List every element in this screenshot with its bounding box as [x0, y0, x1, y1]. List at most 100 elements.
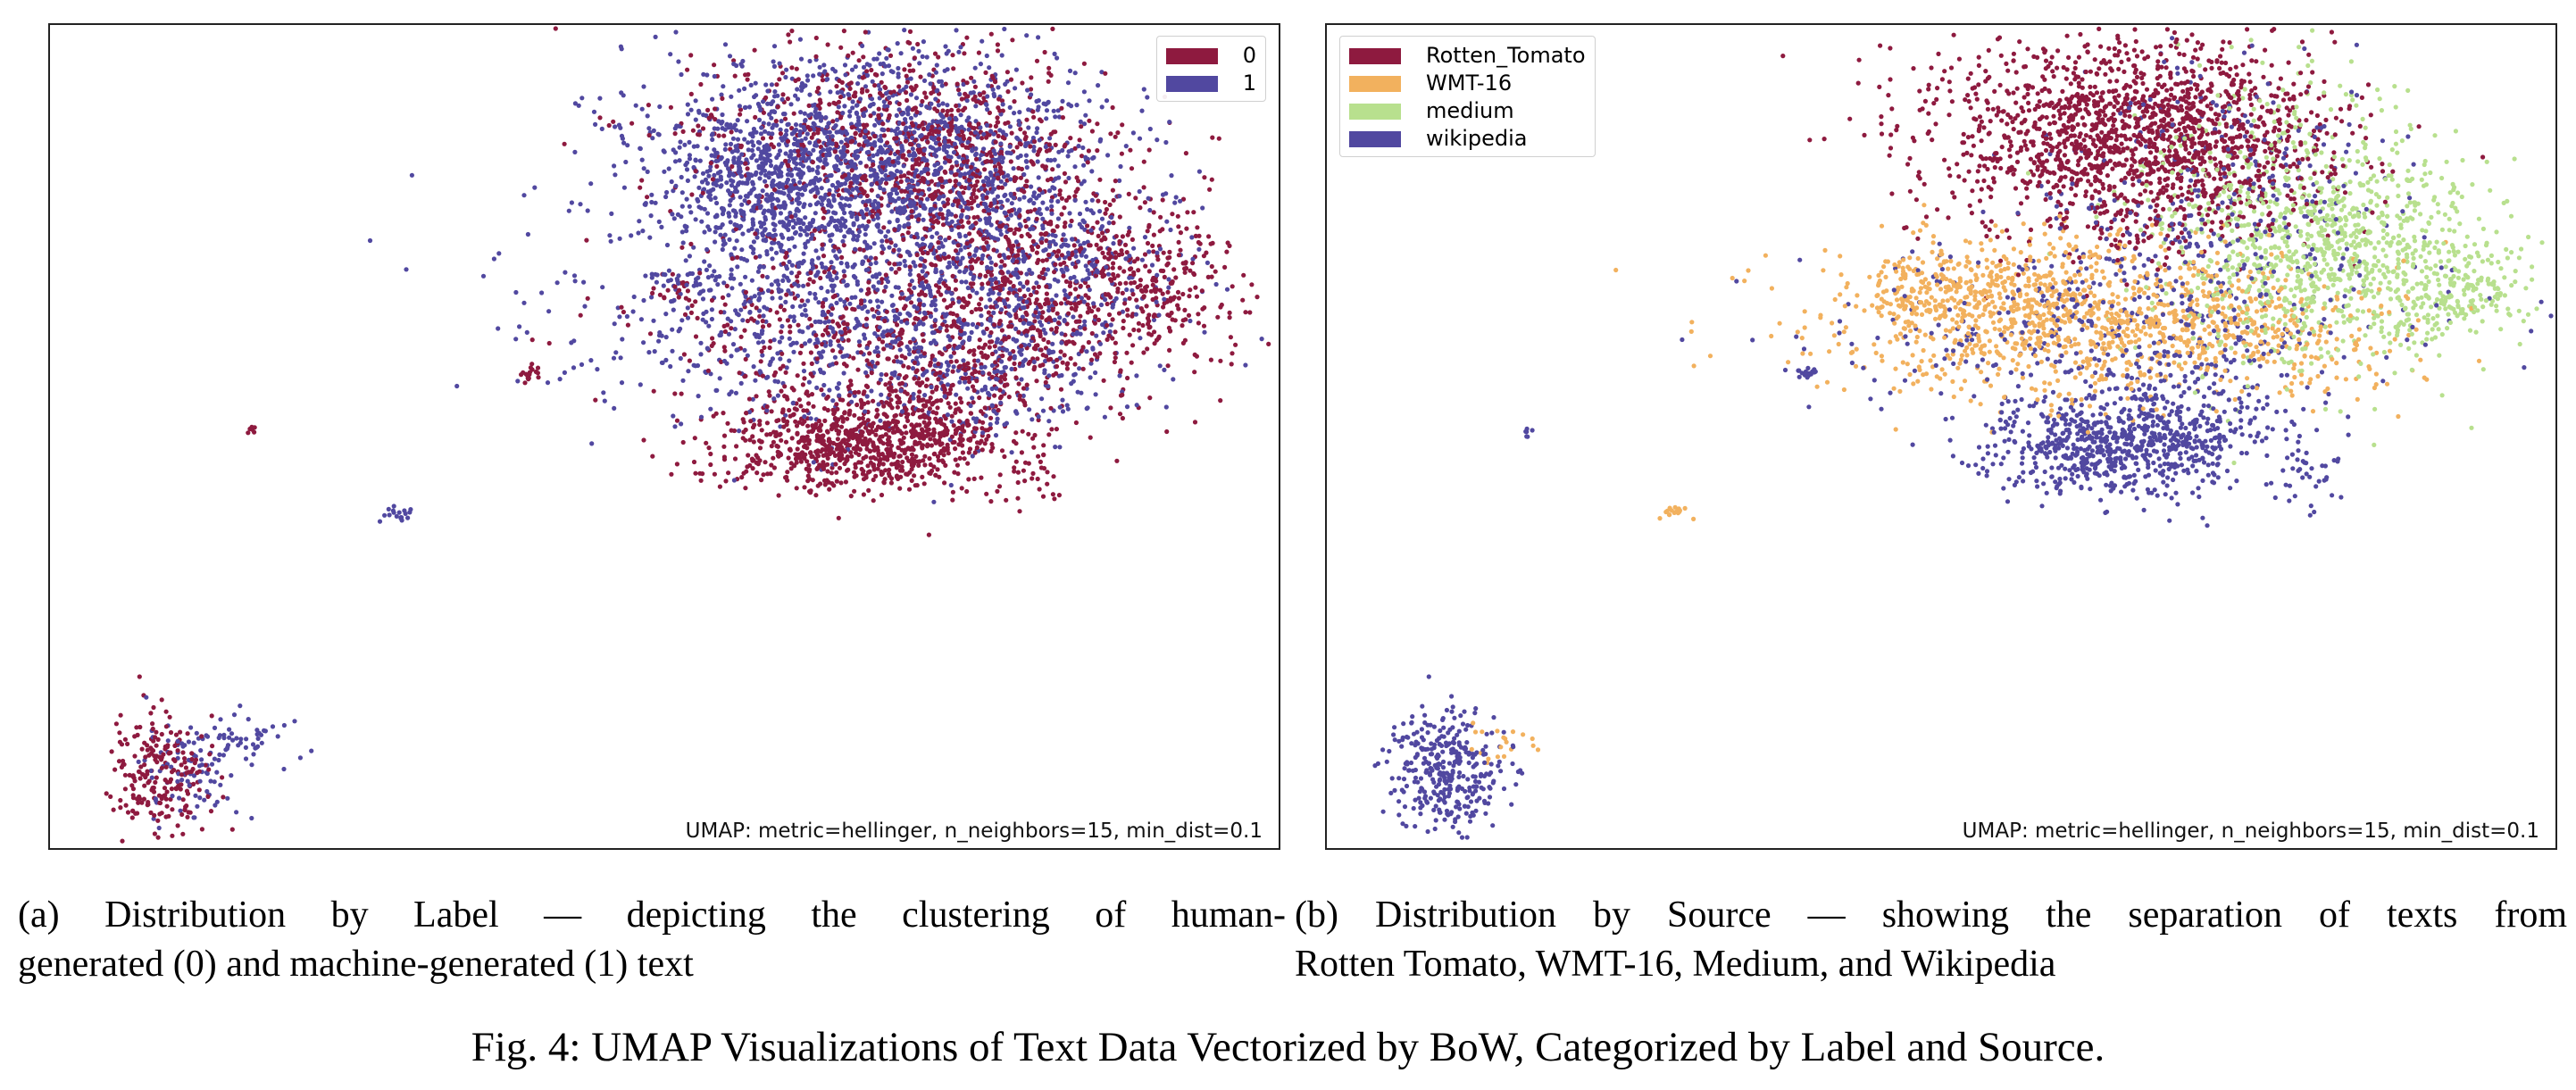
data-point: [953, 410, 958, 415]
data-point: [945, 368, 950, 373]
data-point: [807, 203, 813, 208]
data-point: [702, 229, 707, 235]
data-point: [1115, 273, 1121, 279]
data-point: [1233, 342, 1238, 347]
data-point: [195, 803, 200, 809]
data-point: [854, 402, 860, 408]
data-point: [769, 246, 774, 252]
data-point: [668, 363, 673, 370]
data-point: [1133, 312, 1138, 317]
data-point: [881, 133, 888, 138]
data-point: [687, 358, 693, 363]
data-point: [892, 413, 897, 419]
data-point: [881, 480, 887, 486]
data-point: [159, 731, 164, 737]
data-point: [794, 340, 799, 345]
data-point: [1145, 240, 1151, 246]
data-point: [643, 273, 648, 279]
data-point: [156, 825, 162, 831]
data-point: [496, 251, 502, 256]
data-point: [148, 711, 154, 716]
data-point: [912, 473, 917, 478]
data-point: [907, 29, 913, 34]
data-point: [249, 762, 254, 768]
data-point: [185, 778, 190, 784]
data-point: [532, 185, 538, 190]
data-point: [861, 492, 867, 497]
data-point: [713, 387, 719, 393]
data-point: [755, 139, 762, 145]
data-point: [842, 299, 847, 304]
data-point: [998, 141, 1004, 146]
data-point: [1145, 229, 1150, 234]
data-point: [841, 243, 846, 248]
data-point: [813, 344, 820, 349]
data-point: [691, 459, 697, 465]
data-point: [704, 72, 710, 78]
data-point: [1013, 441, 1019, 446]
data-point: [746, 104, 753, 110]
data-point: [1046, 315, 1052, 320]
data-point: [796, 196, 801, 201]
data-point: [712, 269, 717, 274]
data-point: [754, 93, 759, 98]
data-point: [798, 110, 804, 115]
data-point: [186, 739, 191, 745]
data-point: [649, 271, 654, 277]
data-point: [738, 334, 744, 339]
data-point: [871, 153, 876, 158]
data-point: [964, 214, 970, 220]
data-point: [1121, 325, 1126, 331]
data-point: [943, 81, 948, 87]
data-point: [901, 435, 906, 440]
data-point: [826, 438, 831, 444]
data-point: [1005, 89, 1011, 95]
data-point: [1012, 465, 1017, 470]
data-point: [872, 349, 878, 354]
data-point: [949, 164, 955, 170]
data-point: [696, 198, 701, 204]
data-point: [672, 131, 678, 137]
data-point: [903, 138, 909, 144]
data-point: [867, 155, 872, 161]
data-point: [1142, 252, 1148, 257]
data-point: [679, 174, 684, 180]
data-point: [936, 240, 941, 245]
data-point: [879, 79, 884, 85]
data-point: [1040, 408, 1046, 413]
data-point: [1188, 287, 1193, 293]
data-point: [864, 345, 870, 351]
data-point: [1046, 188, 1053, 194]
data-point: [1095, 148, 1100, 154]
data-point: [1146, 224, 1152, 229]
data-point: [765, 374, 771, 379]
data-point: [930, 234, 935, 239]
data-point: [764, 432, 770, 437]
data-point: [806, 103, 812, 108]
data-point: [987, 110, 992, 115]
data-point: [818, 428, 823, 433]
data-point: [1095, 220, 1100, 225]
data-point: [905, 215, 911, 220]
data-point: [752, 422, 757, 428]
data-point: [805, 423, 811, 429]
data-point: [893, 270, 898, 275]
data-point: [761, 313, 766, 319]
data-point: [546, 309, 552, 314]
data-point: [1206, 234, 1212, 239]
data-point: [715, 282, 721, 287]
data-point: [1222, 264, 1228, 270]
data-point: [670, 298, 676, 304]
data-point: [1055, 357, 1060, 362]
data-point: [125, 810, 131, 815]
data-point: [1106, 312, 1113, 318]
data-point: [104, 791, 109, 796]
data-point: [907, 264, 913, 270]
data-point: [578, 312, 583, 318]
data-point: [955, 243, 961, 248]
data-point: [1176, 239, 1181, 245]
data-point: [1140, 322, 1146, 329]
data-point: [912, 87, 917, 92]
data-point: [899, 291, 905, 296]
data-point: [803, 215, 808, 220]
